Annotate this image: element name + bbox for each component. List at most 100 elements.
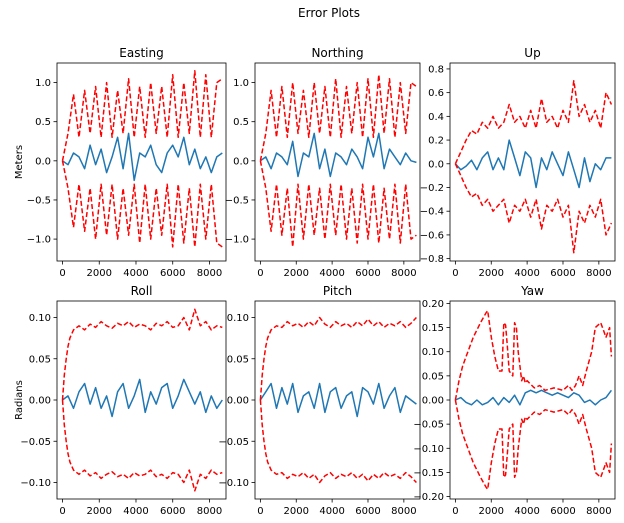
up-xtick-label: 0 — [452, 268, 458, 279]
northing-ytick-label: 0.0 — [233, 156, 249, 167]
northing-ytick-label: −0.5 — [225, 195, 249, 206]
roll-panel: Roll 0 2000 4000 6000 8000 −0.10 −0.05 0.00 0.05 0… — [14, 284, 227, 517]
up-xtick-label: 4000 — [514, 268, 539, 279]
easting-error-line — [62, 132, 223, 182]
roll-ytick-label: 0.05 — [29, 354, 51, 365]
yaw-lower-bound-line — [454, 399, 613, 491]
pitch-xtick-label: 2000 — [284, 506, 309, 517]
roll-title: Roll — [131, 284, 153, 298]
pitch-lower-bound-line — [259, 399, 417, 484]
northing-upper-bound-line — [259, 73, 417, 161]
roll-xtick-label: 6000 — [160, 506, 185, 517]
pitch-axes-frame — [254, 300, 421, 500]
pitch-ytick-label: −0.10 — [218, 478, 249, 489]
easting-ytick-label: 0.0 — [35, 156, 51, 167]
easting-xtick-label: 2000 — [87, 268, 112, 279]
up-ytick-label: 0.4 — [428, 112, 444, 123]
up-ytick-label: 0.2 — [428, 136, 444, 147]
northing-xtick-label: 2000 — [284, 268, 309, 279]
up-ytick-label: −0.4 — [420, 207, 444, 218]
up-axes-frame — [449, 62, 616, 262]
yaw-panel: Yaw 0 2000 4000 6000 8000 −0.20 −0.15 −0.10 −0.05… — [413, 284, 616, 517]
roll-lower-bound-line — [61, 399, 223, 492]
up-xtick-label: 8000 — [586, 268, 611, 279]
pitch-xtick-label: 0 — [257, 506, 263, 517]
pitch-ytick-label: 0.10 — [227, 313, 249, 324]
easting-xtick-label: 6000 — [160, 268, 185, 279]
up-ytick-label: 0.6 — [428, 88, 444, 99]
northing-panel: Northing 0 2000 4000 6000 8000 −1.0 −0.5 0.0 0.5 1… — [225, 46, 421, 279]
easting-ylabel: Meters — [14, 145, 25, 179]
yaw-xtick-label: 2000 — [479, 506, 504, 517]
up-ytick-label: 0.8 — [428, 64, 444, 75]
yaw-ytick-label: 0.05 — [422, 371, 444, 382]
up-ytick-label: −0.2 — [420, 183, 444, 194]
yaw-xtick-label: 4000 — [514, 506, 539, 517]
roll-ytick-label: −0.05 — [20, 437, 51, 448]
northing-xtick-label: 0 — [257, 268, 263, 279]
easting-xtick-label: 0 — [59, 268, 65, 279]
yaw-ytick-label: 0.20 — [422, 299, 444, 310]
pitch-xtick-label: 8000 — [391, 506, 416, 517]
northing-xtick-label: 8000 — [391, 268, 416, 279]
roll-xtick-label: 0 — [59, 506, 65, 517]
pitch-xtick-label: 4000 — [319, 506, 344, 517]
pitch-ytick-label: 0.05 — [227, 354, 249, 365]
yaw-ytick-label: 0.15 — [422, 323, 444, 334]
yaw-ytick-label: −0.10 — [413, 444, 444, 455]
easting-lower-bound-line — [61, 160, 223, 248]
roll-xtick-label: 8000 — [197, 506, 222, 517]
yaw-xtick-label: 8000 — [586, 506, 611, 517]
roll-upper-bound-line — [61, 308, 223, 401]
up-error-line — [454, 139, 612, 189]
up-title: Up — [524, 46, 540, 60]
easting-title: Easting — [119, 46, 163, 60]
northing-ytick-label: 0.5 — [233, 117, 249, 128]
northing-ytick-label: 1.0 — [233, 78, 249, 89]
up-lower-bound-line — [454, 163, 613, 254]
figure-suptitle: Error Plots — [298, 6, 360, 20]
pitch-error-line — [259, 382, 417, 418]
easting-panel: Easting 0 2000 4000 6000 8000 −1.0 −0.5 0.0 0.5 1.… — [14, 46, 227, 279]
yaw-ytick-label: 0.10 — [422, 347, 444, 358]
easting-xtick-label: 4000 — [123, 268, 148, 279]
northing-xtick-label: 4000 — [319, 268, 344, 279]
easting-xtick-label: 8000 — [197, 268, 222, 279]
yaw-title: Yaw — [520, 284, 544, 298]
pitch-xtick-label: 6000 — [355, 506, 380, 517]
up-ytick-label: −0.8 — [420, 254, 444, 265]
up-upper-bound-line — [454, 80, 613, 165]
roll-axes-frame — [56, 300, 227, 500]
up-ytick-label: 0.0 — [428, 159, 444, 170]
up-ytick-label: −0.6 — [420, 230, 444, 241]
roll-ytick-label: 0.00 — [29, 396, 51, 407]
yaw-xtick-label: 0 — [452, 506, 458, 517]
up-xtick-label: 6000 — [550, 268, 575, 279]
northing-ytick-label: −1.0 — [225, 235, 249, 246]
easting-upper-bound-line — [61, 70, 223, 161]
yaw-ytick-label: −0.05 — [413, 420, 444, 431]
yaw-xtick-label: 6000 — [550, 506, 575, 517]
roll-xtick-label: 4000 — [123, 506, 148, 517]
yaw-upper-bound-line — [454, 309, 613, 401]
up-panel: Up 0 2000 4000 6000 8000 −0.8 −0.6 −0.4 −0.2 0.0 0.… — [420, 46, 616, 279]
roll-ytick-label: −0.10 — [20, 478, 51, 489]
roll-ytick-label: 0.10 — [29, 313, 51, 324]
easting-ytick-label: −1.0 — [27, 235, 51, 246]
roll-ylabel: Radians — [14, 380, 25, 420]
pitch-panel: Pitch 0 2000 4000 6000 8000 −0.10 −0.05 0.00 0.05… — [218, 284, 421, 517]
up-xtick-label: 2000 — [479, 268, 504, 279]
easting-ytick-label: 0.5 — [35, 117, 51, 128]
pitch-title: Pitch — [323, 284, 352, 298]
northing-axes-frame — [254, 62, 421, 262]
northing-title: Northing — [311, 46, 363, 60]
pitch-ytick-label: 0.00 — [227, 396, 249, 407]
yaw-ytick-label: −0.20 — [413, 492, 444, 503]
easting-axes-frame — [56, 62, 227, 262]
northing-error-line — [259, 132, 417, 178]
pitch-ytick-label: −0.05 — [218, 437, 249, 448]
yaw-error-line — [455, 389, 613, 406]
roll-xtick-label: 2000 — [87, 506, 112, 517]
yaw-ytick-label: −0.15 — [413, 468, 444, 479]
pitch-upper-bound-line — [259, 316, 417, 401]
